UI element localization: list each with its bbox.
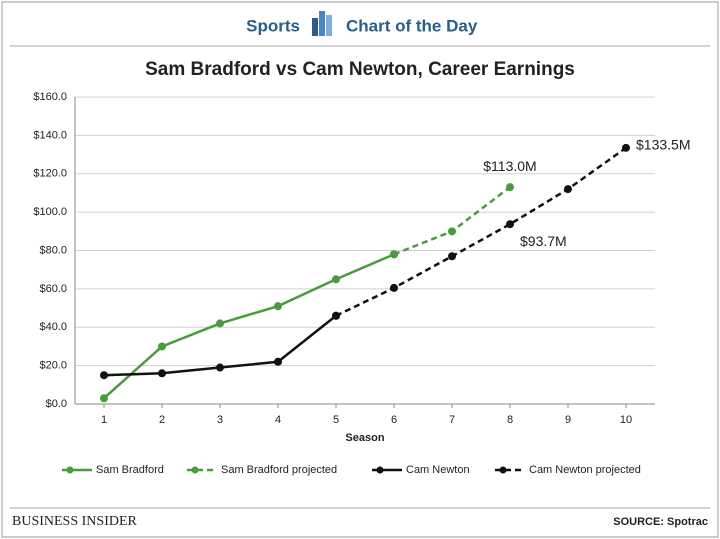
chart-title: Sam Bradford vs Cam Newton, Career Earni… [145, 59, 575, 80]
data-point [564, 185, 572, 194]
y-tick-label: $0.0 [46, 398, 67, 410]
x-tick-label: 7 [449, 414, 455, 426]
data-point [506, 220, 514, 229]
y-tick-label: $80.0 [39, 244, 67, 256]
header-section: Sports [246, 16, 300, 35]
x-tick-label: 1 [101, 414, 107, 426]
legend-label: Cam Newton projected [529, 464, 641, 476]
data-label: $133.5M [636, 137, 690, 153]
data-point [274, 357, 282, 366]
data-point [506, 183, 514, 192]
legend-label: Cam Newton [406, 464, 470, 476]
data-point [158, 342, 166, 351]
header-icon [312, 11, 332, 36]
data-point [622, 143, 630, 152]
y-tick-label: $120.0 [33, 168, 67, 180]
x-tick-label: 3 [217, 414, 223, 426]
data-point [332, 311, 340, 320]
footer-source: SOURCE: Spotrac [613, 516, 708, 528]
y-tick-label: $60.0 [39, 283, 67, 295]
y-tick-label: $140.0 [33, 129, 67, 141]
data-point [100, 394, 108, 403]
legend-label: Sam Bradford projected [221, 464, 337, 476]
legend-marker [376, 466, 384, 474]
data-point [332, 275, 340, 284]
data-point [158, 369, 166, 378]
legend-marker [499, 466, 507, 474]
data-label: $93.7M [520, 233, 567, 249]
y-tick-label: $100.0 [33, 206, 67, 218]
data-point [100, 371, 108, 380]
data-point [448, 227, 456, 236]
legend-marker [66, 466, 74, 474]
header-label: Chart of the Day [346, 16, 478, 35]
x-tick-label: 6 [391, 414, 397, 426]
series-line [393, 186, 511, 256]
footer-brand: BUSINESS INSIDER [12, 514, 138, 529]
data-point [390, 283, 398, 292]
x-tick-label: 4 [275, 414, 281, 426]
series-line [103, 253, 395, 400]
y-tick-label: $160.0 [33, 91, 67, 103]
data-label: $113.0M [483, 158, 536, 174]
x-axis-title: Season [345, 432, 384, 444]
data-point [216, 363, 224, 372]
x-tick-label: 5 [333, 414, 339, 426]
y-tick-label: $40.0 [39, 321, 67, 333]
x-tick-label: 10 [620, 414, 632, 426]
legend-marker [191, 466, 199, 474]
x-tick-label: 9 [565, 414, 571, 426]
data-point [274, 302, 282, 311]
y-tick-label: $20.0 [39, 360, 67, 372]
x-tick-label: 2 [159, 414, 165, 426]
data-point [216, 319, 224, 328]
series-line [335, 146, 627, 317]
data-point [390, 250, 398, 259]
data-point [448, 252, 456, 261]
legend-label: Sam Bradford [96, 464, 164, 476]
x-tick-label: 8 [507, 414, 513, 426]
